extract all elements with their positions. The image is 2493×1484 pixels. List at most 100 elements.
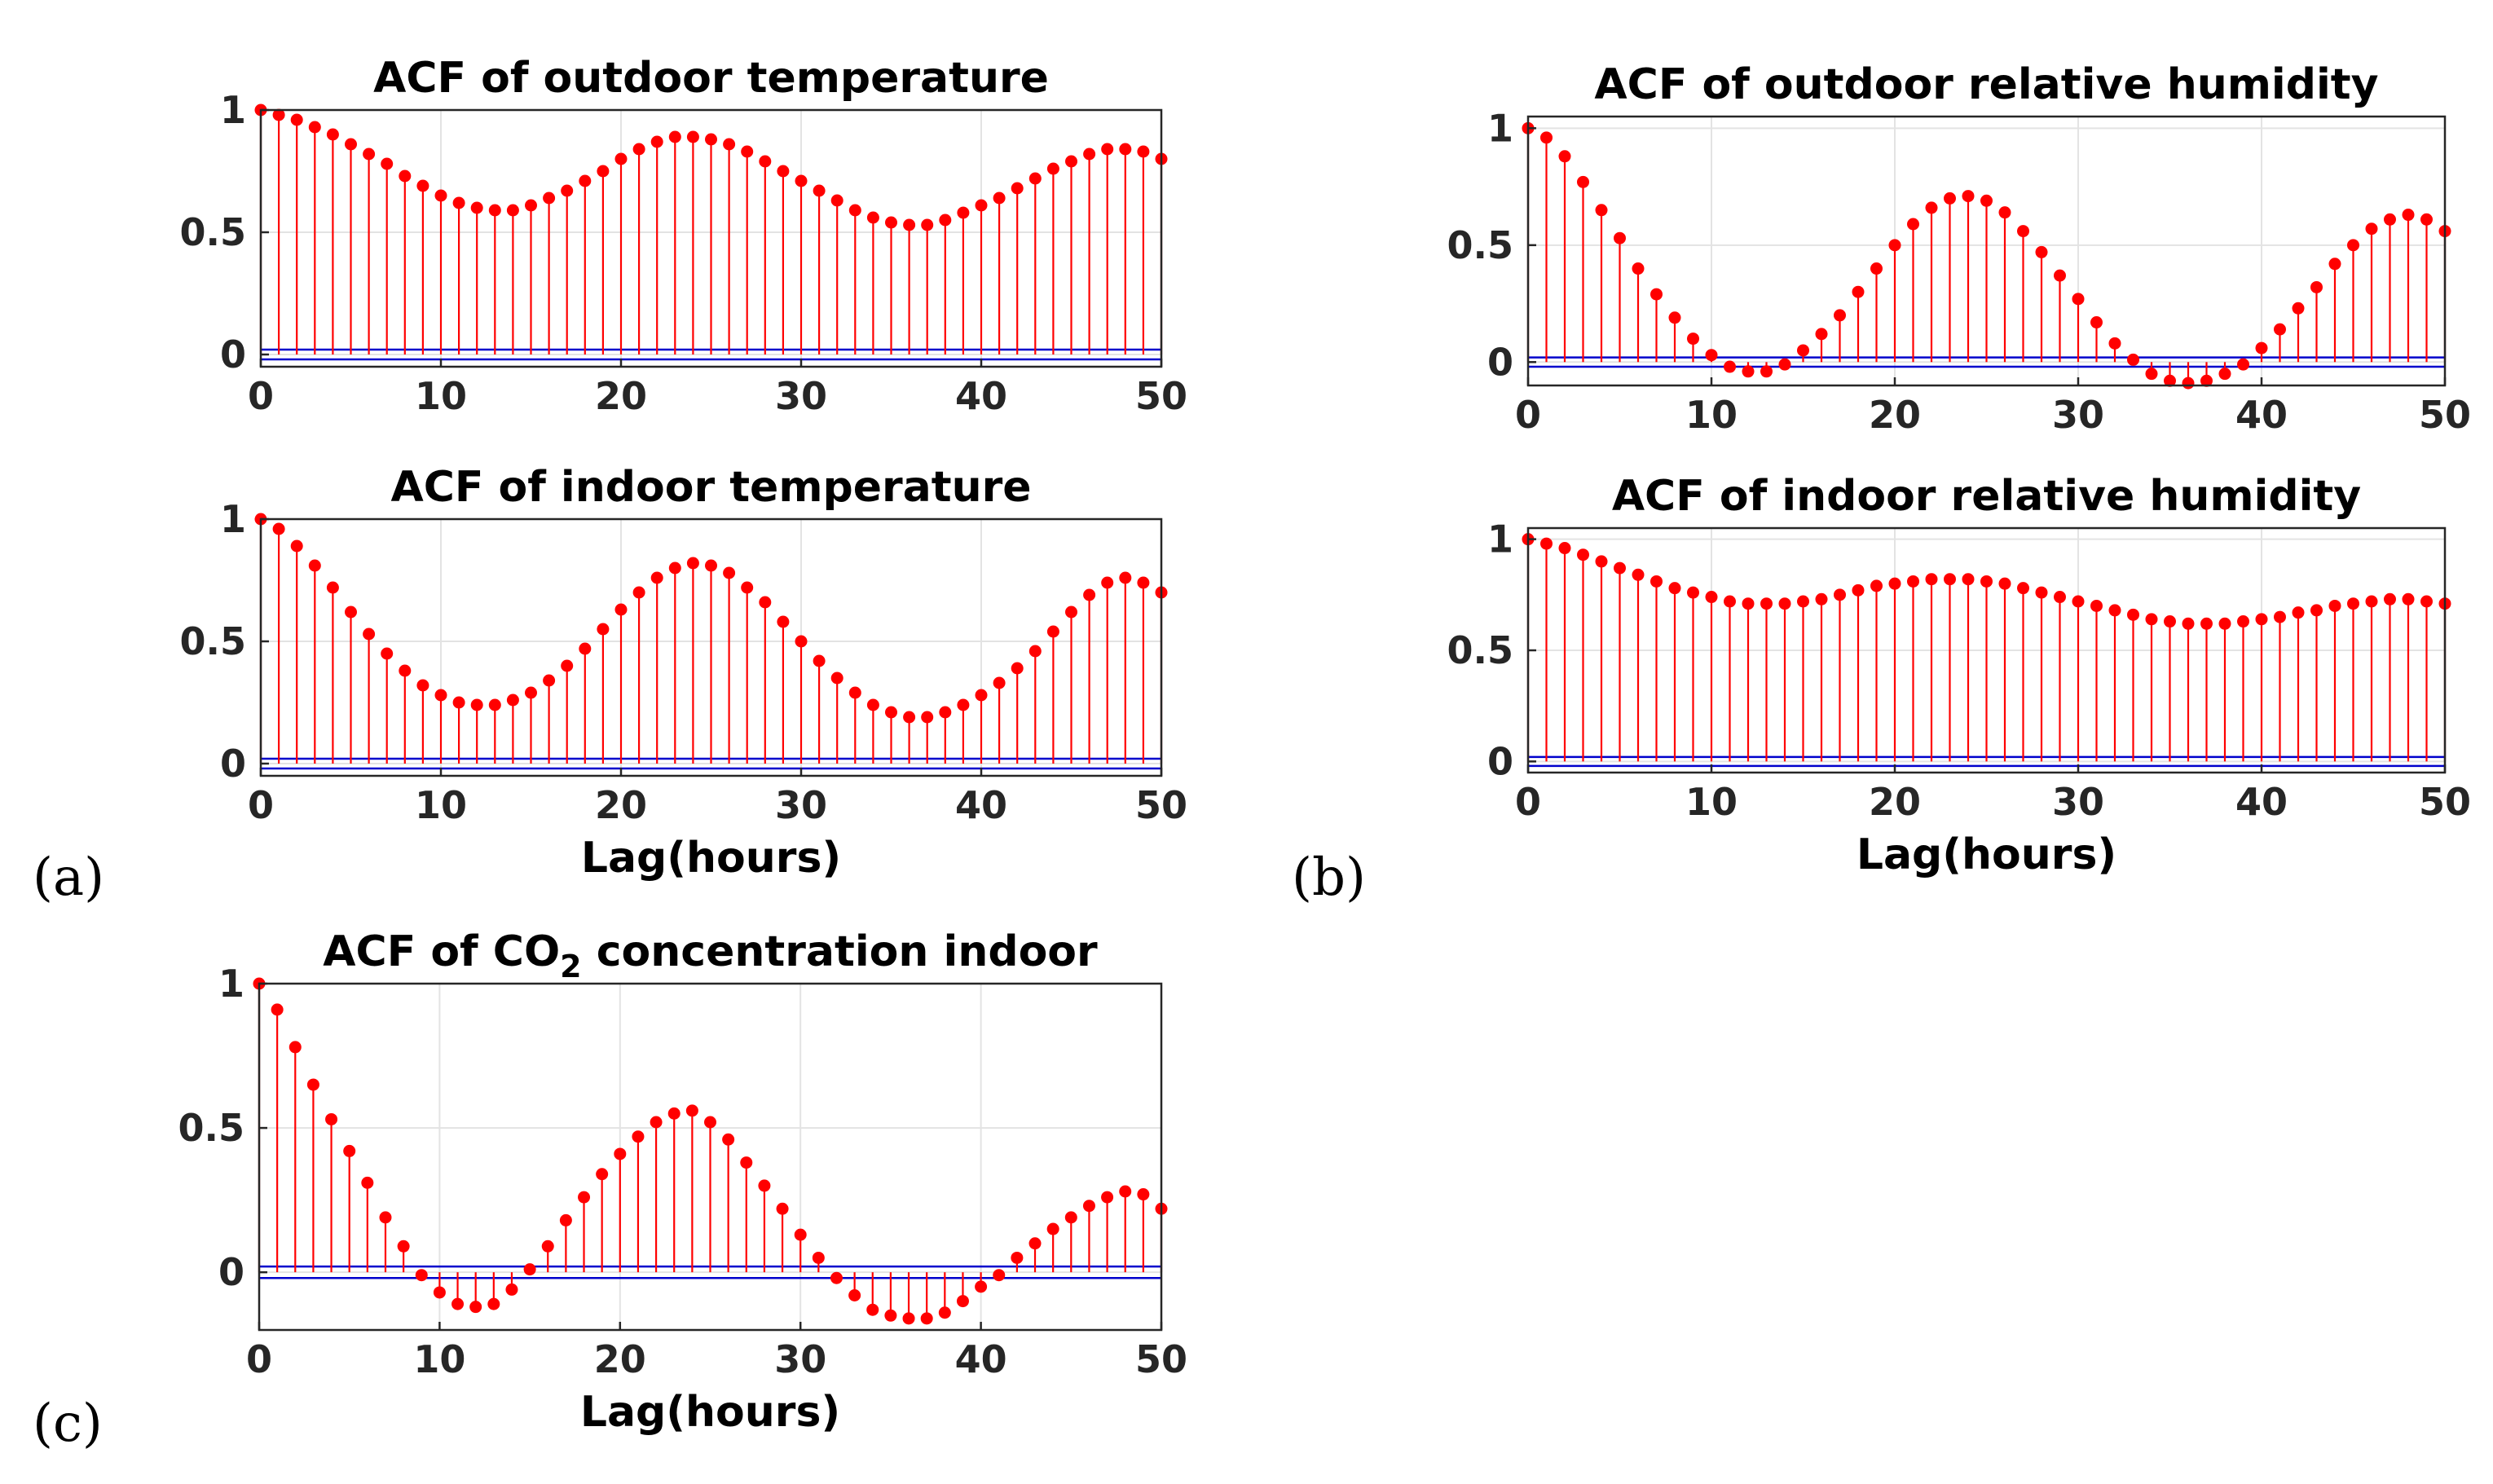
stem-marker bbox=[1558, 542, 1571, 555]
stem-marker bbox=[2420, 595, 2433, 608]
stem-marker bbox=[1962, 190, 1975, 203]
stem-marker bbox=[1870, 579, 1883, 592]
stem-marker bbox=[2384, 592, 2396, 605]
stem-marker bbox=[848, 686, 861, 699]
chart-outdoor-temperature: 0 10 20 30 40 50 0 0.5 1 ACF of outdoor temperatu… bbox=[180, 54, 1188, 418]
stem-marker bbox=[2310, 280, 2323, 293]
stem-marker bbox=[2402, 209, 2415, 222]
stem-marker bbox=[2255, 613, 2268, 626]
stem-marker bbox=[1724, 360, 1736, 373]
stem-marker bbox=[957, 698, 970, 711]
stem-marker bbox=[2108, 337, 2121, 350]
stem-marker bbox=[1632, 262, 1645, 275]
stem-marker bbox=[1852, 583, 1865, 597]
chart-title: ACF of indoor temperature bbox=[390, 463, 1031, 512]
stem-marker bbox=[1137, 145, 1150, 158]
stem-marker bbox=[632, 1130, 645, 1143]
stem-marker bbox=[2237, 358, 2249, 371]
stem-marker bbox=[614, 1147, 627, 1160]
stem-marker bbox=[541, 1240, 554, 1253]
stem-marker bbox=[2054, 269, 2066, 282]
y-tick-label: 0.5 bbox=[180, 619, 247, 663]
x-axis-label: Lag(hours) bbox=[581, 834, 841, 883]
stem-marker bbox=[723, 138, 736, 151]
x-tick-label: 40 bbox=[2235, 780, 2288, 824]
stem-marker bbox=[326, 581, 339, 594]
stem-marker bbox=[434, 189, 447, 202]
stem-marker bbox=[1907, 218, 1919, 231]
stem-marker bbox=[345, 605, 357, 619]
stem-marker bbox=[776, 1202, 789, 1215]
chart-title: ACF of outdoor relative humidity bbox=[1594, 60, 2378, 109]
stem-marker bbox=[578, 1191, 591, 1204]
chart-outdoor-relative-humidity: 0 10 20 30 40 50 0 0.5 1 ACF of outdoor relative … bbox=[1447, 60, 2472, 437]
stem-marker bbox=[939, 214, 952, 227]
stem-marker bbox=[2347, 597, 2359, 610]
stem-marker bbox=[668, 130, 681, 143]
stem-marker bbox=[741, 145, 754, 158]
stem-marker bbox=[1119, 1185, 1132, 1198]
stem-marker bbox=[1742, 365, 1755, 378]
y-tick-label: 0.5 bbox=[178, 1106, 245, 1150]
x-tick-label: 10 bbox=[415, 374, 467, 418]
stem-marker bbox=[2145, 368, 2158, 381]
x-tick-label: 40 bbox=[955, 374, 1007, 418]
stem-marker bbox=[1101, 576, 1114, 589]
stem-marker bbox=[1595, 555, 1608, 568]
stem-marker bbox=[1011, 1251, 1024, 1264]
stem-marker bbox=[1119, 143, 1132, 156]
stem-marker bbox=[723, 566, 736, 579]
stem-marker bbox=[361, 1176, 374, 1189]
stem-marker bbox=[2274, 323, 2286, 336]
stem-marker bbox=[325, 1112, 338, 1125]
stem-marker bbox=[561, 659, 574, 672]
stem-marker bbox=[2200, 617, 2213, 630]
stem-marker bbox=[343, 1144, 356, 1157]
stem-marker bbox=[1614, 561, 1626, 575]
x-tick-label: 10 bbox=[1685, 393, 1738, 437]
stem-marker bbox=[1046, 1222, 1059, 1235]
stem-marker bbox=[381, 647, 394, 660]
stem-marker bbox=[812, 1251, 825, 1264]
y-tick-label: 1 bbox=[1487, 517, 1513, 561]
y-tick-label: 1 bbox=[220, 497, 246, 541]
stem-marker bbox=[488, 204, 501, 217]
chart-title: ACF of indoor relative humidity bbox=[1612, 472, 2361, 521]
stem-marker bbox=[993, 676, 1006, 689]
stem-marker bbox=[866, 698, 879, 711]
stem-marker bbox=[290, 113, 303, 126]
stem-marker bbox=[271, 1003, 284, 1016]
stem-marker bbox=[885, 216, 897, 229]
stem-marker bbox=[2164, 374, 2176, 387]
y-tick-label: 0 bbox=[220, 742, 246, 786]
panel-label-c: (c) bbox=[33, 1394, 103, 1454]
x-tick-label: 50 bbox=[1135, 783, 1187, 827]
stem-marker bbox=[722, 1133, 735, 1146]
axes-frame bbox=[259, 517, 1163, 777]
stem-marker bbox=[2274, 610, 2286, 623]
x-axis-label: Lag(hours) bbox=[580, 1388, 840, 1437]
stem-marker bbox=[272, 522, 285, 535]
stem-marker bbox=[2384, 213, 2396, 226]
stem-marker bbox=[1907, 575, 1919, 588]
stem-marker bbox=[1011, 662, 1024, 675]
x-tick-label: 50 bbox=[2419, 393, 2471, 437]
stem-marker bbox=[1980, 575, 1993, 588]
stem-marker bbox=[758, 1179, 771, 1192]
stem-marker bbox=[1998, 577, 2011, 590]
x-tick-label: 20 bbox=[595, 374, 647, 418]
x-tick-label: 10 bbox=[415, 783, 467, 827]
stem-marker bbox=[902, 1312, 915, 1325]
chart-title-main: ACF of CO bbox=[323, 927, 560, 976]
x-tick-label: 0 bbox=[1515, 393, 1541, 437]
x-tick-label: 40 bbox=[955, 1337, 1007, 1381]
x-tick-label: 30 bbox=[2052, 780, 2104, 824]
stem-marker bbox=[740, 1156, 753, 1169]
stem-marker bbox=[1137, 1188, 1150, 1201]
stem-marker bbox=[1724, 595, 1736, 608]
stem-marker bbox=[363, 148, 376, 161]
stem-marker bbox=[2237, 615, 2249, 628]
stem-marker bbox=[848, 204, 861, 217]
stem-marker bbox=[903, 218, 916, 231]
chart-indoor-relative-humidity: 0 10 20 30 40 50 0 0.5 1 ACF of indoor relative h… bbox=[1447, 472, 2472, 879]
